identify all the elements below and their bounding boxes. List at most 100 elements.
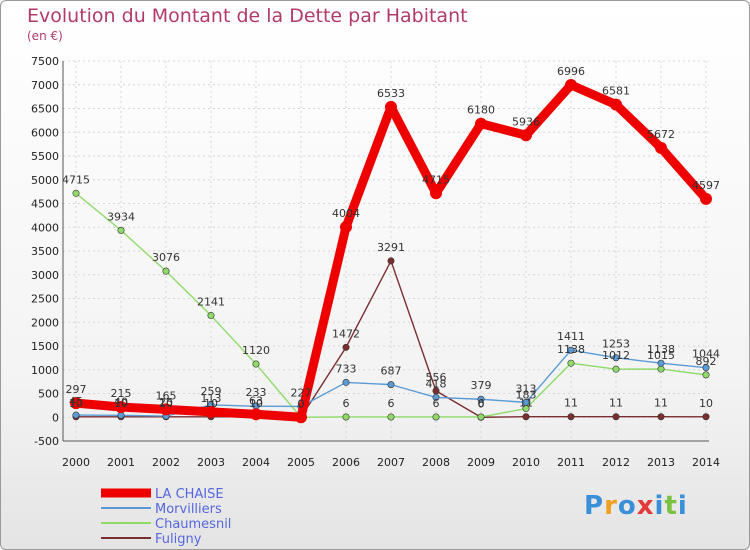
data-point [295, 411, 307, 424]
y-tick-label: 4000 [31, 221, 59, 234]
data-label: 379 [471, 379, 492, 392]
data-label: 1253 [602, 338, 630, 351]
y-tick-label: 6000 [31, 126, 59, 139]
x-tick-label: 2002 [152, 456, 180, 469]
data-point [117, 411, 125, 419]
x-tick-label: 2011 [557, 456, 585, 469]
logo-letter: x [636, 491, 655, 521]
data-point [432, 393, 440, 401]
x-tick-label: 2004 [242, 456, 270, 469]
data-point [610, 98, 622, 111]
data-label: 10 [204, 397, 218, 410]
data-label: 5936 [512, 115, 540, 128]
data-label: 3934 [107, 210, 135, 223]
data-point [522, 398, 530, 406]
data-label: 11 [609, 397, 623, 410]
data-point [477, 413, 485, 421]
data-point [385, 100, 397, 113]
logo-letter: P [584, 491, 605, 521]
y-tick-label: 6500 [31, 103, 59, 116]
y-tick-label: 5000 [31, 174, 59, 187]
x-tick-label: 2003 [197, 456, 225, 469]
data-label: 6581 [602, 85, 630, 98]
data-point [205, 405, 217, 418]
data-point [657, 365, 665, 373]
data-point [657, 413, 665, 421]
data-point [612, 413, 620, 421]
y-tick-label: 3000 [31, 269, 59, 282]
data-label: 6180 [467, 104, 495, 117]
data-label: 183 [516, 389, 537, 402]
data-label: 0 [298, 397, 305, 410]
data-label: 4715 [62, 173, 90, 186]
y-tick-label: 2500 [31, 293, 59, 306]
data-label: 1138 [647, 343, 675, 356]
x-tick-label: 2001 [107, 456, 135, 469]
data-point [565, 78, 577, 91]
data-label: 0 [298, 397, 305, 410]
data-label: 3076 [152, 251, 180, 264]
data-point [477, 395, 485, 403]
legend-label: LA CHAISE [155, 487, 224, 502]
data-label: 892 [696, 355, 717, 368]
data-label: 25 [159, 396, 173, 409]
series-layer [70, 78, 712, 424]
logo-letter: t [664, 491, 678, 521]
data-label: 113 [201, 392, 222, 405]
data-label: 418 [426, 377, 447, 390]
y-tick-label: 3500 [31, 245, 59, 258]
data-label: 10 [69, 397, 83, 410]
data-point [522, 413, 530, 421]
data-label: 10 [249, 397, 263, 410]
data-label: 10 [159, 397, 173, 410]
data-point [340, 221, 352, 234]
data-point [567, 346, 575, 354]
data-label: 6 [478, 397, 485, 410]
data-point [655, 141, 667, 154]
x-tick-label: 2014 [692, 456, 720, 469]
y-tick-label: 7500 [31, 55, 59, 68]
data-label: 227 [291, 386, 312, 399]
data-point [702, 364, 710, 372]
data-point [250, 408, 262, 421]
data-point [115, 401, 127, 414]
y-tick-label: -500 [34, 435, 59, 448]
data-label: 259 [201, 385, 222, 398]
data-point [700, 192, 712, 205]
data-label: 11 [564, 397, 578, 410]
y-tick-label: 0 [52, 411, 59, 424]
data-label: 0 [298, 397, 305, 410]
data-point [430, 187, 442, 200]
data-point [702, 413, 710, 421]
data-point [72, 189, 80, 197]
data-label: 40 [114, 395, 128, 408]
y-tick-label: 5500 [31, 150, 59, 163]
data-point [162, 267, 170, 275]
logo-letter: i [654, 491, 665, 521]
data-label: 1012 [602, 349, 630, 362]
data-label: 313 [516, 382, 537, 395]
data-label: 1015 [647, 349, 675, 362]
data-label: 733 [336, 362, 357, 375]
logo-letter: r [604, 491, 618, 521]
data-point [432, 413, 440, 421]
data-label: 6 [433, 397, 440, 410]
data-label: 215 [111, 387, 132, 400]
data-label: 297 [66, 383, 87, 396]
data-label: 2141 [197, 296, 225, 309]
x-tick-label: 2005 [287, 456, 315, 469]
proxiti-logo: Proxiti [584, 491, 688, 521]
data-point [342, 343, 350, 351]
data-point [252, 360, 260, 368]
data-point [160, 403, 172, 416]
data-label: 6 [343, 397, 350, 410]
data-point [567, 359, 575, 367]
x-tick-label: 2000 [62, 456, 90, 469]
data-label: 6 [388, 397, 395, 410]
y-tick-label: 4500 [31, 198, 59, 211]
data-point [207, 312, 215, 320]
data-point [72, 411, 80, 419]
logo-letter: i [677, 491, 688, 521]
data-point [342, 413, 350, 421]
